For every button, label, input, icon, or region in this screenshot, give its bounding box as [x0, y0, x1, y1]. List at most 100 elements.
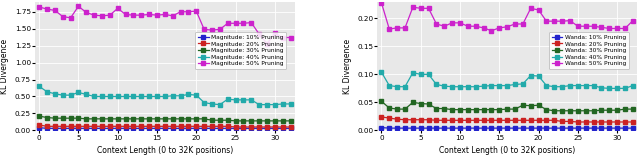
Wanda: 10% Pruning: (3, 0.004): 10% Pruning: (3, 0.004): [401, 127, 409, 129]
Wanda: 40% Pruning: (13, 0.079): 40% Pruning: (13, 0.079): [480, 85, 488, 87]
Wanda: 50% Pruning: (32, 0.196): 50% Pruning: (32, 0.196): [629, 20, 637, 22]
Line: Wanda: 20% Pruning: Wanda: 20% Pruning: [380, 115, 634, 124]
Wanda: 10% Pruning: (26, 0.004): 10% Pruning: (26, 0.004): [582, 127, 589, 129]
X-axis label: Context Length (0 to 32K positions): Context Length (0 to 32K positions): [439, 146, 575, 155]
Wanda: 30% Pruning: (14, 0.037): 30% Pruning: (14, 0.037): [488, 109, 495, 111]
Magnitude: 40% Pruning: (23, 0.38): 40% Pruning: (23, 0.38): [216, 104, 224, 106]
Magnitude: 10% Pruning: (13, 0.03): 10% Pruning: (13, 0.03): [138, 127, 145, 129]
Wanda: 20% Pruning: (28, 0.015): 20% Pruning: (28, 0.015): [598, 121, 605, 123]
Wanda: 10% Pruning: (28, 0.004): 10% Pruning: (28, 0.004): [598, 127, 605, 129]
Wanda: 40% Pruning: (2, 0.078): 40% Pruning: (2, 0.078): [394, 86, 401, 88]
Magnitude: 50% Pruning: (20, 1.76): 50% Pruning: (20, 1.76): [193, 10, 200, 12]
Magnitude: 40% Pruning: (29, 0.38): 40% Pruning: (29, 0.38): [263, 104, 271, 106]
Wanda: 40% Pruning: (32, 0.08): 40% Pruning: (32, 0.08): [629, 85, 637, 86]
Magnitude: 50% Pruning: (10, 1.8): 50% Pruning: (10, 1.8): [114, 7, 122, 9]
Wanda: 40% Pruning: (9, 0.078): 40% Pruning: (9, 0.078): [448, 86, 456, 88]
Wanda: 40% Pruning: (27, 0.08): 40% Pruning: (27, 0.08): [589, 85, 597, 86]
Wanda: 50% Pruning: (24, 0.196): 50% Pruning: (24, 0.196): [566, 20, 574, 22]
Magnitude: 30% Pruning: (0, 0.21): 30% Pruning: (0, 0.21): [35, 115, 43, 117]
Wanda: 10% Pruning: (2, 0.004): 10% Pruning: (2, 0.004): [394, 127, 401, 129]
Line: Magnitude: 30% Pruning: Magnitude: 30% Pruning: [38, 115, 292, 122]
Y-axis label: KL Divergence: KL Divergence: [1, 38, 10, 93]
Line: Magnitude: 10% Pruning: Magnitude: 10% Pruning: [38, 126, 292, 130]
Magnitude: 40% Pruning: (30, 0.38): 40% Pruning: (30, 0.38): [271, 104, 278, 106]
Magnitude: 10% Pruning: (18, 0.03): 10% Pruning: (18, 0.03): [177, 127, 184, 129]
Line: Magnitude: 40% Pruning: Magnitude: 40% Pruning: [38, 85, 292, 106]
Wanda: 10% Pruning: (32, 0.004): 10% Pruning: (32, 0.004): [629, 127, 637, 129]
Magnitude: 40% Pruning: (27, 0.45): 40% Pruning: (27, 0.45): [248, 99, 255, 101]
Wanda: 40% Pruning: (20, 0.097): 40% Pruning: (20, 0.097): [535, 75, 543, 77]
Magnitude: 20% Pruning: (0, 0.08): 20% Pruning: (0, 0.08): [35, 124, 43, 126]
Line: Magnitude: 50% Pruning: Magnitude: 50% Pruning: [38, 5, 292, 45]
Magnitude: 30% Pruning: (27, 0.14): 30% Pruning: (27, 0.14): [248, 120, 255, 122]
Wanda: 40% Pruning: (0, 0.104): 40% Pruning: (0, 0.104): [378, 71, 385, 73]
Line: Wanda: 50% Pruning: Wanda: 50% Pruning: [380, 1, 634, 32]
Magnitude: 30% Pruning: (26, 0.14): 30% Pruning: (26, 0.14): [239, 120, 247, 122]
Magnitude: 50% Pruning: (18, 1.75): 50% Pruning: (18, 1.75): [177, 11, 184, 13]
Magnitude: 30% Pruning: (25, 0.14): 30% Pruning: (25, 0.14): [232, 120, 239, 122]
Wanda: 50% Pruning: (17, 0.19): 50% Pruning: (17, 0.19): [511, 23, 519, 25]
Magnitude: 20% Pruning: (25, 0.05): 20% Pruning: (25, 0.05): [232, 126, 239, 128]
Wanda: 30% Pruning: (10, 0.037): 30% Pruning: (10, 0.037): [456, 109, 464, 111]
Magnitude: 50% Pruning: (27, 1.59): 50% Pruning: (27, 1.59): [248, 22, 255, 24]
Wanda: 40% Pruning: (4, 0.103): 40% Pruning: (4, 0.103): [409, 72, 417, 74]
Magnitude: 10% Pruning: (25, 0.03): 10% Pruning: (25, 0.03): [232, 127, 239, 129]
Magnitude: 20% Pruning: (12, 0.06): 20% Pruning: (12, 0.06): [129, 125, 137, 127]
Wanda: 50% Pruning: (8, 0.186): 50% Pruning: (8, 0.186): [440, 25, 448, 27]
Wanda: 10% Pruning: (11, 0.004): 10% Pruning: (11, 0.004): [464, 127, 472, 129]
Magnitude: 40% Pruning: (22, 0.39): 40% Pruning: (22, 0.39): [208, 103, 216, 105]
Wanda: 50% Pruning: (10, 0.192): 50% Pruning: (10, 0.192): [456, 22, 464, 24]
Wanda: 20% Pruning: (29, 0.015): 20% Pruning: (29, 0.015): [605, 121, 613, 123]
Legend: Wanda: 10% Pruning, Wanda: 20% Pruning, Wanda: 30% Pruning, Wanda: 40% Pruning, : Wanda: 10% Pruning, Wanda: 20% Pruning, …: [548, 32, 628, 69]
Magnitude: 40% Pruning: (12, 0.5): 40% Pruning: (12, 0.5): [129, 96, 137, 97]
Legend: Magnitude: 10% Pruning, Magnitude: 20% Pruning, Magnitude: 30% Pruning, Magnitud: Magnitude: 10% Pruning, Magnitude: 20% P…: [195, 32, 287, 69]
Magnitude: 10% Pruning: (31, 0.03): 10% Pruning: (31, 0.03): [279, 127, 287, 129]
Wanda: 20% Pruning: (15, 0.018): 20% Pruning: (15, 0.018): [495, 119, 503, 121]
Magnitude: 40% Pruning: (6, 0.53): 40% Pruning: (6, 0.53): [83, 93, 90, 95]
Wanda: 10% Pruning: (21, 0.004): 10% Pruning: (21, 0.004): [543, 127, 550, 129]
Wanda: 10% Pruning: (16, 0.004): 10% Pruning: (16, 0.004): [503, 127, 511, 129]
Magnitude: 10% Pruning: (5, 0.03): 10% Pruning: (5, 0.03): [75, 127, 83, 129]
Magnitude: 50% Pruning: (31, 1.37): 50% Pruning: (31, 1.37): [279, 37, 287, 38]
Magnitude: 30% Pruning: (28, 0.14): 30% Pruning: (28, 0.14): [255, 120, 263, 122]
Magnitude: 30% Pruning: (22, 0.15): 30% Pruning: (22, 0.15): [208, 119, 216, 121]
Wanda: 40% Pruning: (25, 0.08): 40% Pruning: (25, 0.08): [574, 85, 582, 86]
Wanda: 10% Pruning: (31, 0.004): 10% Pruning: (31, 0.004): [621, 127, 629, 129]
Magnitude: 50% Pruning: (6, 1.74): 50% Pruning: (6, 1.74): [83, 11, 90, 13]
Magnitude: 20% Pruning: (6, 0.06): 20% Pruning: (6, 0.06): [83, 125, 90, 127]
Wanda: 20% Pruning: (0, 0.024): 20% Pruning: (0, 0.024): [378, 116, 385, 118]
Magnitude: 10% Pruning: (11, 0.03): 10% Pruning: (11, 0.03): [122, 127, 129, 129]
Wanda: 10% Pruning: (13, 0.004): 10% Pruning: (13, 0.004): [480, 127, 488, 129]
Wanda: 30% Pruning: (20, 0.045): 30% Pruning: (20, 0.045): [535, 104, 543, 106]
Wanda: 30% Pruning: (2, 0.038): 30% Pruning: (2, 0.038): [394, 108, 401, 110]
Magnitude: 50% Pruning: (29, 1.28): 50% Pruning: (29, 1.28): [263, 43, 271, 45]
Wanda: 10% Pruning: (7, 0.004): 10% Pruning: (7, 0.004): [433, 127, 440, 129]
Wanda: 30% Pruning: (0, 0.052): 30% Pruning: (0, 0.052): [378, 100, 385, 102]
Magnitude: 30% Pruning: (1, 0.19): 30% Pruning: (1, 0.19): [43, 117, 51, 118]
Magnitude: 30% Pruning: (14, 0.17): 30% Pruning: (14, 0.17): [145, 118, 153, 120]
Magnitude: 50% Pruning: (7, 1.7): 50% Pruning: (7, 1.7): [90, 14, 98, 16]
Magnitude: 30% Pruning: (9, 0.17): 30% Pruning: (9, 0.17): [106, 118, 114, 120]
Magnitude: 20% Pruning: (32, 0.05): 20% Pruning: (32, 0.05): [287, 126, 294, 128]
Magnitude: 20% Pruning: (10, 0.06): 20% Pruning: (10, 0.06): [114, 125, 122, 127]
Wanda: 50% Pruning: (22, 0.195): 50% Pruning: (22, 0.195): [550, 20, 558, 22]
Wanda: 10% Pruning: (5, 0.004): 10% Pruning: (5, 0.004): [417, 127, 424, 129]
Magnitude: 10% Pruning: (23, 0.03): 10% Pruning: (23, 0.03): [216, 127, 224, 129]
Magnitude: 10% Pruning: (1, 0.03): 10% Pruning: (1, 0.03): [43, 127, 51, 129]
Wanda: 20% Pruning: (30, 0.015): 20% Pruning: (30, 0.015): [613, 121, 621, 123]
Magnitude: 50% Pruning: (13, 1.7): 50% Pruning: (13, 1.7): [138, 14, 145, 16]
Magnitude: 40% Pruning: (11, 0.5): 40% Pruning: (11, 0.5): [122, 96, 129, 97]
Wanda: 40% Pruning: (7, 0.082): 40% Pruning: (7, 0.082): [433, 83, 440, 85]
Wanda: 30% Pruning: (13, 0.037): 30% Pruning: (13, 0.037): [480, 109, 488, 111]
Wanda: 20% Pruning: (23, 0.016): 20% Pruning: (23, 0.016): [558, 121, 566, 122]
Wanda: 30% Pruning: (30, 0.036): 30% Pruning: (30, 0.036): [613, 109, 621, 111]
Wanda: 50% Pruning: (21, 0.195): 50% Pruning: (21, 0.195): [543, 20, 550, 22]
Wanda: 50% Pruning: (13, 0.183): 50% Pruning: (13, 0.183): [480, 27, 488, 29]
Wanda: 30% Pruning: (24, 0.035): 30% Pruning: (24, 0.035): [566, 110, 574, 112]
Wanda: 20% Pruning: (11, 0.018): 20% Pruning: (11, 0.018): [464, 119, 472, 121]
Magnitude: 40% Pruning: (28, 0.38): 40% Pruning: (28, 0.38): [255, 104, 263, 106]
Wanda: 20% Pruning: (21, 0.018): 20% Pruning: (21, 0.018): [543, 119, 550, 121]
Wanda: 50% Pruning: (27, 0.186): 50% Pruning: (27, 0.186): [589, 25, 597, 27]
Magnitude: 40% Pruning: (14, 0.5): 40% Pruning: (14, 0.5): [145, 96, 153, 97]
Wanda: 40% Pruning: (10, 0.078): 40% Pruning: (10, 0.078): [456, 86, 464, 88]
